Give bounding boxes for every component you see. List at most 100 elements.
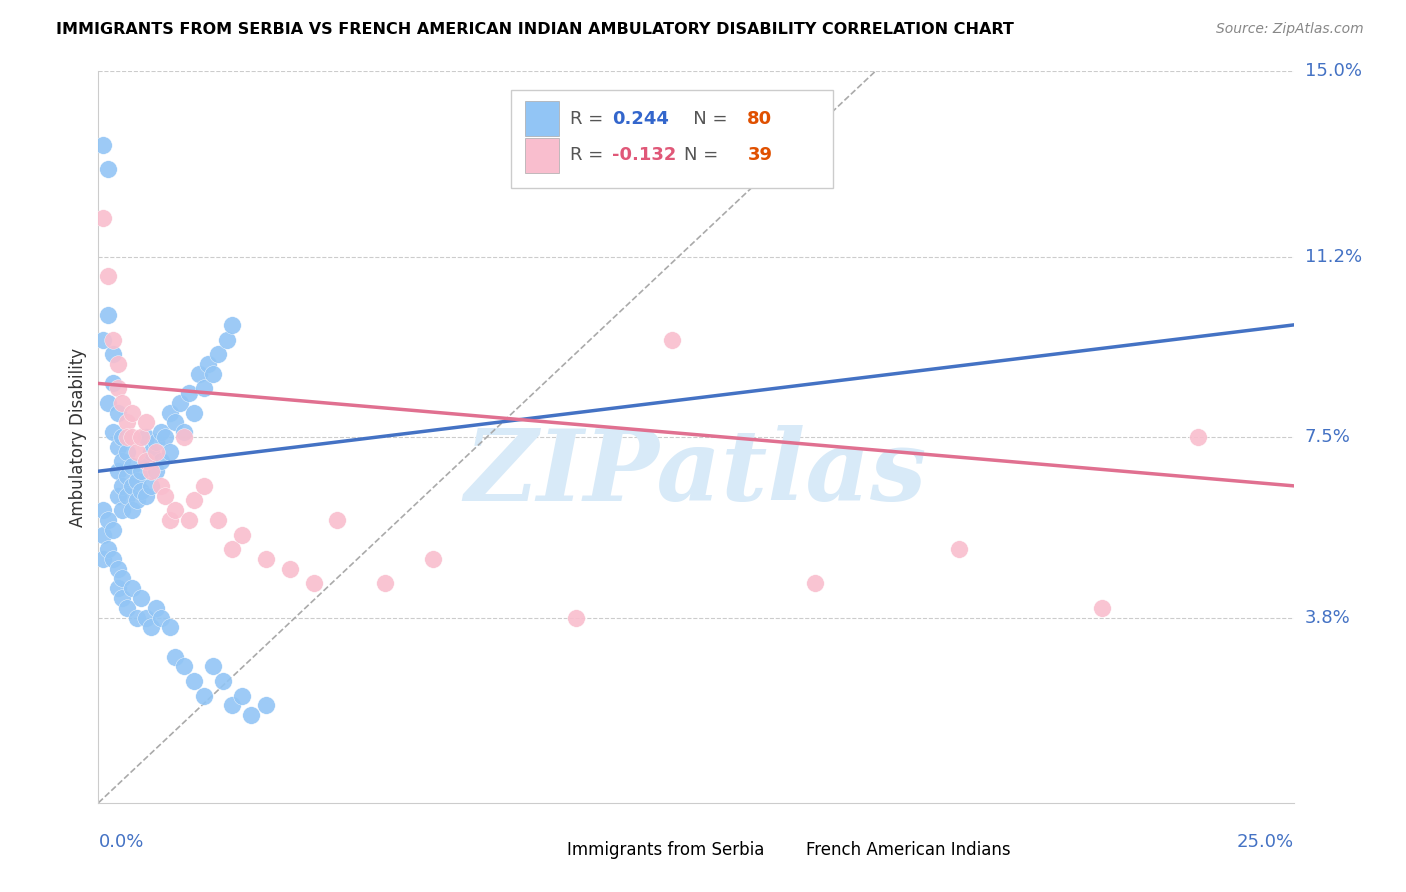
Point: [187, 367, 209, 381]
FancyBboxPatch shape: [523, 836, 558, 865]
Point: [115, 600, 138, 615]
Point: [804, 576, 827, 591]
Point: [565, 610, 588, 624]
Point: [135, 610, 157, 624]
Point: [107, 440, 129, 454]
Point: [107, 406, 129, 420]
Point: [139, 620, 162, 634]
Point: [101, 552, 124, 566]
Point: [179, 513, 201, 527]
Point: [135, 454, 157, 468]
Text: French American Indians: French American Indians: [806, 841, 1011, 859]
Point: [111, 396, 134, 410]
Point: [155, 430, 177, 444]
Text: 39: 39: [748, 146, 772, 164]
Text: 7.5%: 7.5%: [1305, 428, 1351, 446]
Point: [183, 406, 205, 420]
Point: [422, 552, 444, 566]
Point: [97, 161, 120, 176]
Point: [173, 425, 195, 440]
Point: [179, 386, 201, 401]
Point: [193, 479, 215, 493]
Point: [149, 479, 172, 493]
Text: N =: N =: [685, 146, 724, 164]
Point: [97, 269, 120, 284]
Point: [139, 464, 162, 478]
Point: [111, 479, 134, 493]
Point: [221, 698, 243, 713]
Point: [115, 469, 138, 483]
Point: [107, 357, 129, 371]
Point: [278, 562, 301, 576]
Point: [107, 464, 129, 478]
FancyBboxPatch shape: [524, 138, 558, 173]
Point: [107, 581, 129, 595]
Point: [948, 542, 970, 557]
Point: [115, 430, 138, 444]
Point: [207, 513, 229, 527]
Point: [91, 333, 114, 347]
Point: [202, 659, 225, 673]
Point: [173, 430, 195, 444]
Text: N =: N =: [676, 110, 733, 128]
Point: [163, 649, 186, 664]
Point: [115, 416, 138, 430]
Point: [135, 489, 157, 503]
Point: [159, 513, 181, 527]
Point: [145, 464, 167, 478]
Text: 0.244: 0.244: [613, 110, 669, 128]
Point: [149, 425, 172, 440]
Text: R =: R =: [571, 110, 609, 128]
Point: [159, 444, 181, 458]
Point: [163, 416, 186, 430]
Point: [193, 689, 215, 703]
Point: [121, 430, 143, 444]
Text: Immigrants from Serbia: Immigrants from Serbia: [567, 841, 765, 859]
Point: [159, 406, 181, 420]
Point: [131, 483, 153, 498]
Point: [207, 347, 229, 361]
Point: [183, 673, 205, 688]
Point: [193, 381, 215, 395]
Point: [149, 454, 172, 468]
Point: [254, 698, 277, 713]
Point: [211, 673, 233, 688]
Point: [159, 620, 181, 634]
Point: [115, 444, 138, 458]
Point: [101, 333, 124, 347]
Point: [115, 489, 138, 503]
Point: [202, 367, 225, 381]
Point: [125, 474, 148, 488]
Point: [254, 552, 277, 566]
Point: [111, 591, 134, 605]
Point: [135, 454, 157, 468]
Text: 11.2%: 11.2%: [1305, 248, 1362, 266]
Text: 3.8%: 3.8%: [1305, 608, 1350, 626]
FancyBboxPatch shape: [524, 102, 558, 136]
Point: [125, 493, 148, 508]
Point: [183, 493, 205, 508]
Y-axis label: Ambulatory Disability: Ambulatory Disability: [69, 348, 87, 526]
Text: Source: ZipAtlas.com: Source: ZipAtlas.com: [1216, 22, 1364, 37]
Text: 0.0%: 0.0%: [98, 833, 143, 851]
Point: [131, 430, 153, 444]
Point: [97, 308, 120, 322]
Text: 25.0%: 25.0%: [1236, 833, 1294, 851]
Text: ZIPatlas: ZIPatlas: [465, 425, 927, 522]
Point: [97, 513, 120, 527]
Point: [169, 396, 191, 410]
Point: [91, 503, 114, 517]
Point: [107, 489, 129, 503]
Point: [107, 381, 129, 395]
Point: [135, 416, 157, 430]
Point: [111, 454, 134, 468]
Point: [135, 430, 157, 444]
Point: [131, 591, 153, 605]
Point: [163, 503, 186, 517]
Point: [145, 444, 167, 458]
Point: [121, 406, 143, 420]
Point: [221, 542, 243, 557]
Point: [240, 708, 263, 723]
Point: [91, 137, 114, 152]
Point: [131, 464, 153, 478]
